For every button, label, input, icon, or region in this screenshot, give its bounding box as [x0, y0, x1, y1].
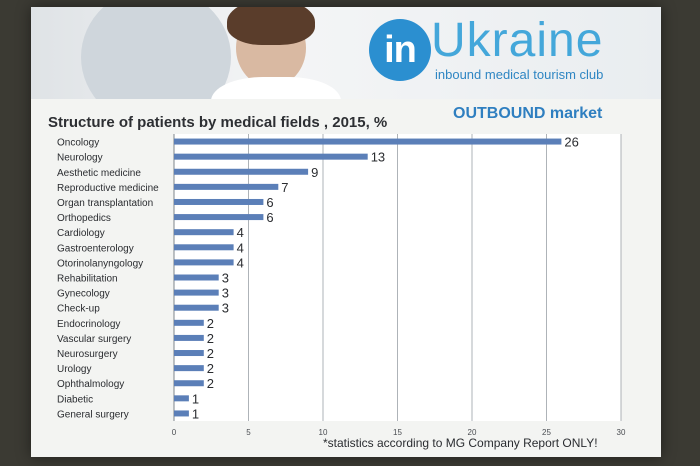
doctor-coat-photo: [211, 77, 341, 99]
category-label: Diabetic: [57, 394, 93, 405]
data-label: 7: [281, 180, 288, 195]
logo-wordmark: Ukraine: [431, 14, 604, 67]
category-label: Endocrinology: [57, 319, 120, 330]
data-label: 6: [266, 195, 273, 210]
category-label: Urology: [57, 364, 91, 375]
slide-banner: in Ukraine inbound medical tourism club: [31, 7, 661, 99]
bar: [174, 183, 279, 190]
data-label: 13: [371, 150, 385, 165]
market-label: OUTBOUND market: [453, 105, 603, 122]
x-tick-label: 25: [542, 428, 551, 437]
bar: [174, 395, 189, 402]
bar: [174, 380, 204, 387]
data-label: 2: [207, 361, 214, 376]
data-label: 3: [222, 286, 229, 301]
logo-tagline: inbound medical tourism club: [435, 67, 604, 82]
category-label: Cardiology: [57, 228, 105, 239]
category-label: Gynecology: [57, 289, 110, 300]
bar: [174, 334, 204, 341]
bar: [174, 138, 562, 145]
category-label: General surgery: [57, 409, 129, 420]
footnote: *statistics according to MG Company Repo…: [323, 436, 598, 450]
bar: [174, 410, 189, 417]
bar: [174, 274, 219, 281]
data-label: 9: [311, 165, 318, 180]
category-label: Vascular surgery: [57, 334, 131, 345]
x-tick-label: 10: [319, 428, 328, 437]
category-label: Ophthalmology: [57, 379, 124, 390]
category-label: Otorinolanyngology: [57, 258, 143, 269]
doctor-photo: [81, 7, 231, 99]
bar: [174, 350, 204, 357]
data-label: 1: [192, 406, 199, 421]
x-tick-label: 15: [393, 428, 402, 437]
bar: [174, 319, 204, 326]
data-label: 6: [266, 210, 273, 225]
bar: [174, 229, 234, 236]
bar: [174, 244, 234, 251]
data-label: 4: [237, 240, 244, 255]
category-label: Aesthetic medicine: [57, 168, 141, 179]
data-label: 1: [192, 391, 199, 406]
bar: [174, 365, 204, 372]
bar: [174, 289, 219, 296]
bar: [174, 214, 264, 221]
category-label: Reproductive medicine: [57, 183, 159, 194]
bar: [174, 153, 368, 160]
data-label: 26: [564, 135, 578, 150]
logo-in-badge: in: [369, 19, 431, 81]
bar: [174, 259, 234, 266]
x-tick-label: 30: [617, 428, 626, 437]
x-tick-label: 0: [172, 428, 177, 437]
data-label: 3: [222, 271, 229, 286]
category-label: Rehabilitation: [57, 274, 118, 285]
data-label: 2: [207, 331, 214, 346]
category-label: Check-up: [57, 304, 100, 315]
data-label: 2: [207, 316, 214, 331]
data-label: 3: [222, 301, 229, 316]
bar: [174, 168, 309, 175]
x-tick-label: 5: [246, 428, 251, 437]
category-label: Gastroenterology: [57, 243, 134, 254]
x-tick-label: 20: [468, 428, 477, 437]
category-label: Oncology: [57, 138, 99, 149]
bar: [174, 304, 219, 311]
bar: [174, 198, 264, 205]
data-label: 4: [237, 255, 244, 270]
data-label: 2: [207, 376, 214, 391]
data-label: 4: [237, 225, 244, 240]
presentation-slide: in Ukraine inbound medical tourism club …: [31, 7, 661, 457]
category-label: Neurology: [57, 153, 103, 164]
doctor-hair-photo: [227, 7, 315, 45]
category-label: Orthopedics: [57, 213, 111, 224]
category-label: Neurosurgery: [57, 349, 118, 360]
category-label: Organ transplantation: [57, 198, 153, 209]
chart-title: Structure of patients by medical fields …: [48, 114, 388, 131]
data-label: 2: [207, 346, 214, 361]
